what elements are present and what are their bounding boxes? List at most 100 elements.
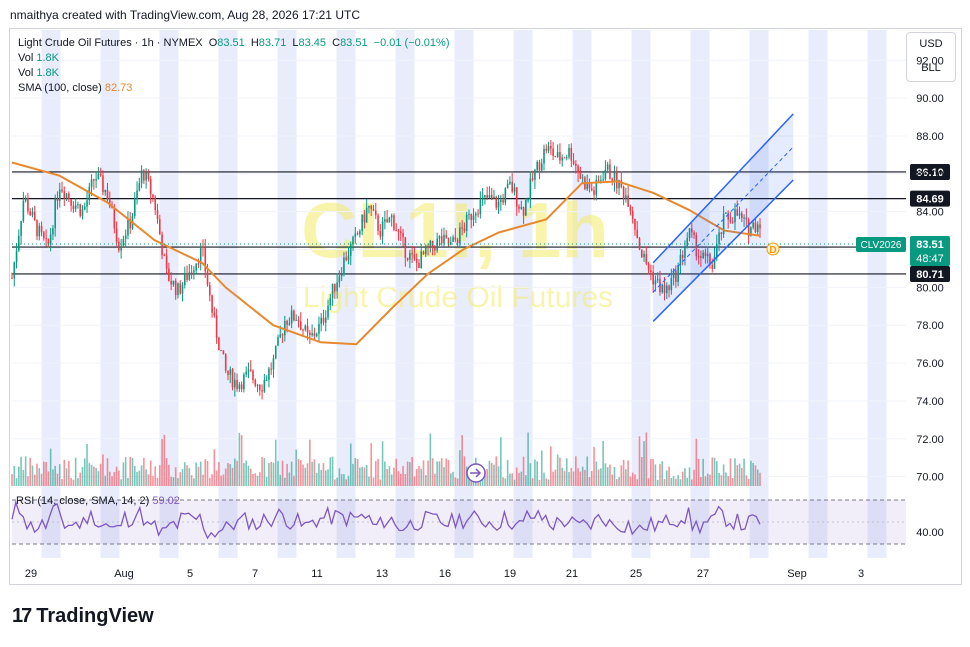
volume-bar — [745, 475, 748, 486]
candle-body — [120, 245, 122, 251]
currency-button[interactable]: USD — [919, 38, 943, 50]
candle-body — [384, 219, 386, 222]
time-axis: 29 Aug 5 7 11 13 16 19 21 25 27 Sep 3 — [25, 568, 864, 580]
candle-body — [349, 244, 352, 256]
volume-bar — [74, 457, 77, 486]
volume-bar — [415, 468, 418, 486]
time-tick-label: 3 — [858, 568, 864, 580]
legend-vol1-label[interactable]: Vol — [18, 52, 34, 64]
candle-body — [365, 207, 368, 223]
candle-body — [49, 234, 52, 245]
volume-bar — [197, 466, 200, 486]
candle-body — [606, 164, 609, 170]
candle-body — [704, 252, 707, 257]
volume-bar — [156, 477, 159, 486]
time-tick-label: 21 — [566, 568, 578, 580]
legend-symbol[interactable]: Light Crude Oil Futures · 1h · NYMEX — [18, 37, 203, 49]
session-band — [631, 30, 651, 558]
candle-body — [183, 273, 186, 286]
legend-vol2-label[interactable]: Vol — [18, 67, 34, 79]
candle-body — [254, 379, 257, 386]
volume-bar — [529, 463, 532, 486]
candle-body — [56, 198, 59, 201]
volume-bar — [506, 460, 509, 486]
candle-body — [399, 231, 402, 233]
volume-bar — [106, 458, 109, 486]
volume-bar — [83, 458, 86, 486]
candle-body — [552, 148, 554, 157]
candle-body — [625, 195, 627, 199]
volume-bar — [56, 473, 59, 486]
volume-bar — [495, 456, 498, 486]
candle-body — [165, 255, 168, 269]
legend-open-label: O — [208, 37, 218, 49]
volume-bar — [27, 476, 29, 486]
candle-body — [52, 228, 54, 235]
volume-bar — [186, 465, 188, 486]
parallel-channel — [652, 113, 794, 322]
price-tick-label: 92.00 — [916, 55, 944, 67]
candle-body — [647, 263, 650, 271]
volume-bar — [224, 468, 227, 486]
tradingview-logo[interactable]: 17 TradingView — [12, 605, 154, 628]
volume-bar — [315, 472, 318, 486]
candle-body — [265, 379, 268, 381]
candle-body — [427, 245, 429, 248]
unit-button[interactable]: BLL — [921, 62, 941, 74]
session-band — [572, 30, 592, 558]
candle-body — [286, 320, 288, 325]
volume-bar — [24, 456, 27, 486]
candle-body — [509, 181, 511, 184]
candle-body — [97, 173, 100, 180]
volume-bar — [327, 469, 329, 486]
volume-bar — [697, 458, 700, 486]
candle-body — [304, 325, 307, 330]
candle-body — [177, 283, 179, 296]
candle-body — [650, 270, 652, 272]
candle-body — [338, 276, 341, 283]
price-tick-label: 80.00 — [916, 282, 944, 294]
candle-body — [215, 315, 218, 338]
volume-bar — [665, 470, 668, 486]
legend-sma-label[interactable]: SMA (100, close) — [18, 82, 102, 94]
candle-body — [86, 200, 88, 207]
volume-bar — [438, 461, 441, 486]
volume-bar — [611, 474, 614, 486]
legend-low: 83.45 — [298, 37, 327, 49]
volume-bar — [374, 461, 377, 486]
candle-body — [252, 370, 254, 380]
volume-bar — [281, 460, 284, 486]
candle-body — [334, 283, 336, 292]
volume-bar — [556, 454, 559, 486]
candle-body — [486, 195, 488, 198]
candle-body — [161, 234, 163, 256]
candle-body — [638, 237, 641, 250]
candle-body — [502, 200, 504, 203]
candle-body — [193, 270, 195, 273]
candle-body — [288, 323, 291, 325]
candle-body — [734, 209, 736, 223]
watermark-name: Light Crude Oil Futures — [303, 281, 613, 314]
candle-body — [261, 390, 263, 392]
candle-body — [352, 236, 354, 245]
volume-bar — [231, 467, 234, 486]
volume-bar — [629, 476, 632, 486]
volume-bar — [234, 458, 236, 486]
time-tick-label: 16 — [439, 568, 451, 580]
channel-fill — [653, 113, 794, 322]
volume-bar — [263, 458, 266, 486]
volume-bar — [245, 460, 247, 486]
session-band — [454, 30, 474, 558]
volume-bar — [456, 478, 459, 486]
candle-body — [227, 370, 229, 375]
candle-body — [597, 180, 600, 182]
legend-open: 83.51 — [217, 37, 245, 49]
volume-bar — [336, 477, 338, 486]
volume-bar — [627, 460, 629, 486]
legend-close: 83.51 — [340, 37, 368, 49]
time-tick-label: 5 — [187, 568, 193, 580]
rsi-legend[interactable]: RSI (14, close, SMA, 14, 2) 59.02 — [16, 495, 180, 507]
candle-body — [68, 193, 70, 200]
volume-bar — [484, 470, 486, 486]
